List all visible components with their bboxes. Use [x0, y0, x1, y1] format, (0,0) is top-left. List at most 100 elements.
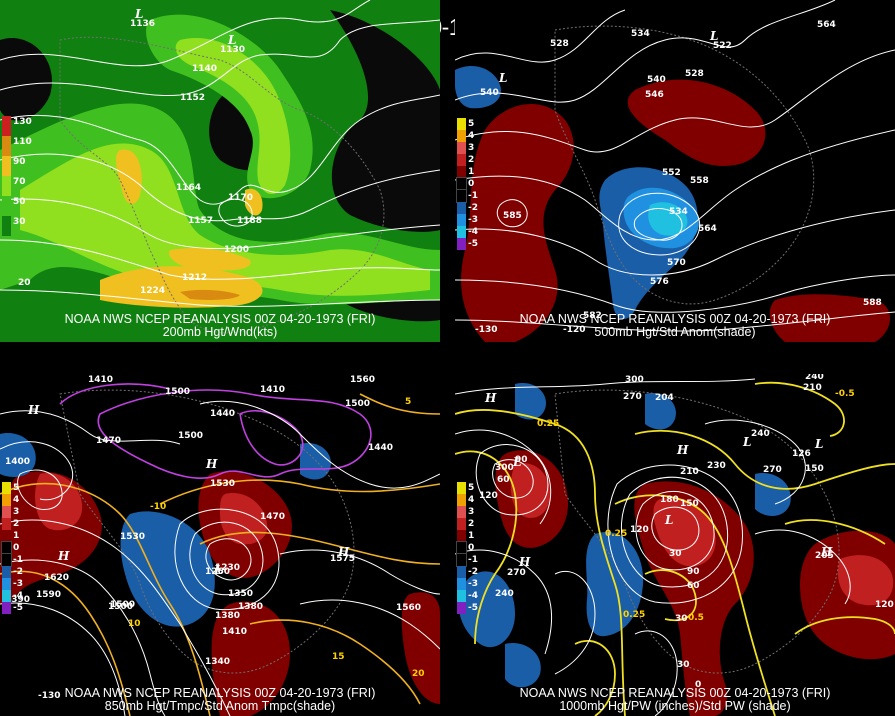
legend-swatch: [2, 590, 11, 602]
legend-label: 70: [13, 177, 26, 187]
anomaly-negative: [645, 393, 676, 430]
svg-text:270: 270: [763, 465, 782, 475]
legend-swatch: [2, 494, 11, 506]
svg-text:1130: 1130: [220, 45, 245, 55]
anomaly-negative: [505, 643, 541, 688]
svg-text:10: 10: [128, 619, 141, 629]
legend-entry: 1: [457, 166, 491, 178]
legend-entry: 0: [456, 541, 491, 555]
svg-text:L: L: [709, 29, 718, 43]
svg-text:1590: 1590: [36, 590, 61, 600]
legend-swatch: [2, 518, 11, 530]
svg-text:L: L: [498, 71, 507, 85]
map-200mb: 1136 1130 1140 1152 1164 1157 1170 1188 …: [0, 0, 440, 342]
legend-label: -2: [468, 203, 478, 213]
legend-swatch: [456, 541, 467, 555]
svg-text:1400: 1400: [5, 457, 30, 467]
legend-label: -3: [13, 579, 23, 589]
panel-caption-source: NOAA NWS NCEP REANALYSIS 00Z 04-20-1973 …: [519, 312, 831, 326]
svg-text:570: 570: [667, 258, 686, 268]
legend-swatch: [2, 156, 11, 176]
svg-text:1575: 1575: [330, 554, 355, 564]
svg-text:1380: 1380: [215, 611, 240, 621]
svg-text:1340: 1340: [205, 657, 230, 667]
anomaly-negative: [648, 202, 688, 236]
panel-caption-source: NOAA NWS NCEP REANALYSIS 00Z 04-20-1973 …: [64, 312, 376, 326]
legend-swatch: [457, 566, 466, 578]
legend-entry: -4: [2, 590, 36, 602]
legend-swatch: [2, 566, 11, 578]
legend-entry: 3: [457, 506, 491, 518]
continent-outline: [59, 36, 385, 334]
svg-text:60: 60: [497, 475, 510, 485]
legend-swatch: [457, 214, 466, 226]
legend-label: -1: [13, 555, 23, 565]
svg-text:204: 204: [655, 393, 674, 403]
panel-caption-field: 1000mb Hgt/PW (inches)/Std PW (shade): [559, 699, 791, 713]
svg-text:-130: -130: [38, 691, 61, 701]
legend-entry: 4: [457, 130, 491, 142]
legend-label: 130: [13, 117, 32, 127]
svg-text:L: L: [814, 437, 823, 451]
legend-entry: 4: [457, 494, 491, 506]
svg-text:205: 205: [815, 551, 834, 561]
svg-text:585: 585: [503, 211, 522, 221]
legend-swatch: [2, 482, 11, 494]
svg-text:150: 150: [680, 499, 699, 509]
legend-label: 1: [468, 167, 475, 177]
legend-entry: -2: [2, 566, 36, 578]
legend-entry: -5: [2, 602, 36, 614]
legend-label: 90: [13, 157, 26, 167]
legend-label: 3: [468, 507, 475, 517]
svg-text:1500: 1500: [110, 600, 135, 610]
legend-label: -4: [468, 591, 478, 601]
svg-text:270: 270: [507, 568, 526, 578]
legend-swatch: [457, 602, 466, 614]
legend-swatch: [457, 130, 466, 142]
svg-text:558: 558: [690, 176, 709, 186]
svg-text:300: 300: [625, 375, 644, 385]
legend-label: 2: [468, 155, 475, 165]
contour-labels: 300 270 210 240 -0.5 0.25 240 90 210 300…: [479, 374, 894, 690]
anomaly-positive: [769, 294, 890, 342]
svg-text:1152: 1152: [180, 93, 205, 103]
svg-text:H: H: [820, 545, 833, 559]
svg-text:1500: 1500: [108, 602, 133, 612]
legend-label: 0: [468, 543, 475, 553]
legend-entry: 5: [457, 482, 491, 494]
wind-shade-calm: [330, 10, 440, 232]
svg-text:0.25: 0.25: [537, 419, 559, 429]
legend-label: -5: [468, 239, 478, 249]
legend-swatch: [457, 118, 466, 130]
svg-text:1620: 1620: [44, 573, 69, 583]
svg-text:1390: 1390: [5, 595, 30, 605]
anomaly-negative: [515, 383, 546, 420]
legend-label: -2: [13, 567, 23, 577]
legend-entry: 5: [2, 482, 36, 494]
legend-entry: -3: [457, 578, 491, 590]
panel-850mb: 1410 1500 1410 1560 1440 1500 1470 1500 …: [0, 374, 440, 716]
svg-text:L: L: [512, 455, 521, 469]
svg-text:180: 180: [660, 495, 679, 505]
anomaly-negative: [755, 473, 791, 516]
contour-labels: 1136 1130 1140 1152 1164 1157 1170 1188 …: [18, 7, 262, 296]
legend-swatch: [2, 176, 11, 196]
svg-text:120: 120: [630, 525, 649, 535]
svg-text:1500: 1500: [345, 399, 370, 409]
legend-label: 0: [468, 179, 475, 189]
svg-text:546: 546: [645, 90, 664, 100]
anomaly-negative: [458, 571, 515, 648]
svg-text:1410: 1410: [222, 627, 247, 637]
legend-swatch: [2, 602, 11, 614]
svg-text:H: H: [484, 391, 497, 405]
legend-label: 4: [468, 495, 475, 505]
legend-entry: -2: [457, 202, 491, 214]
legend-entry: -5: [457, 602, 491, 614]
svg-text:1530: 1530: [120, 532, 145, 542]
svg-text:528: 528: [550, 39, 569, 49]
legend-label: 3: [13, 507, 20, 517]
legend-label: 5: [468, 483, 475, 493]
legend-swatch: [1, 541, 12, 555]
svg-text:0.25: 0.25: [623, 610, 645, 620]
legend-entry: 110: [2, 136, 36, 156]
